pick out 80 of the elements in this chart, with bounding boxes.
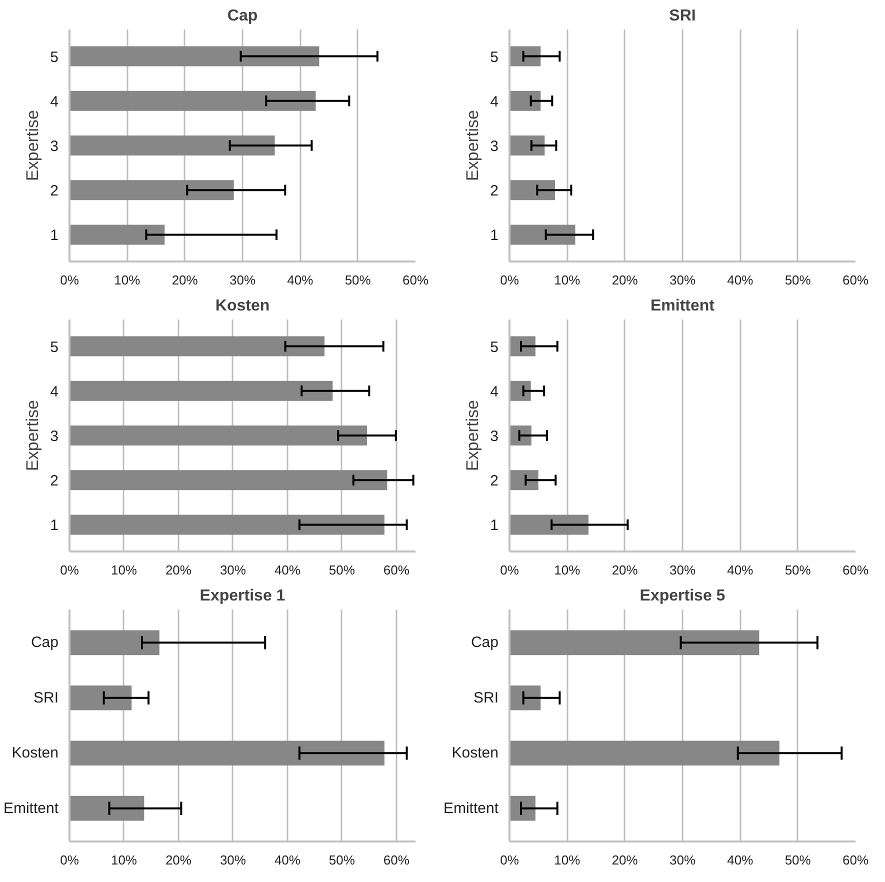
x-tick-label: 10% (110, 562, 138, 578)
y-tick-label: 3 (50, 428, 58, 445)
y-tick-label: Emittent (3, 800, 60, 817)
x-tick-label: 10% (110, 852, 138, 868)
x-tick-label: 60% (842, 272, 869, 288)
x-tick-label: 20% (612, 272, 638, 288)
x-tick-label: 30% (669, 272, 696, 288)
x-tick-label: 30% (669, 562, 696, 578)
y-tick-label: 4 (50, 93, 58, 110)
x-tick-label: 20% (165, 562, 192, 578)
x-tick-label: 40% (727, 852, 754, 868)
x-tick-label: 50% (784, 852, 812, 868)
x-tick-label: 60% (402, 272, 429, 288)
y-axis-title: Expertise (463, 110, 482, 181)
x-tick-label: 0% (500, 562, 520, 578)
x-tick-label: 30% (229, 272, 256, 288)
y-tick-label: 3 (50, 138, 58, 155)
y-tick-label: Kosten (452, 744, 499, 762)
x-tick-label: 20% (165, 852, 192, 868)
x-tick-label: 10% (554, 272, 581, 288)
y-tick-label: 5 (490, 338, 498, 356)
x-tick-label: 30% (220, 562, 246, 578)
x-tick-label: 10% (114, 272, 141, 288)
y-tick-label: 1 (490, 227, 498, 244)
x-tick-label: 60% (842, 852, 869, 868)
x-tick-label: 30% (220, 852, 246, 868)
y-tick-label: SRI (473, 689, 499, 706)
x-tick-label: 60% (383, 852, 410, 868)
chart-title: Expertise 1 (200, 588, 286, 604)
x-tick-label: 40% (274, 562, 301, 578)
y-axis-title: Expertise (463, 400, 482, 471)
y-tick-label: 3 (490, 428, 498, 445)
y-tick-label: 2 (50, 472, 58, 490)
x-tick-label: 60% (842, 562, 869, 578)
y-tick-label: 4 (490, 383, 498, 400)
x-tick-label: 60% (383, 562, 410, 578)
x-tick-label: 20% (172, 272, 198, 288)
y-tick-label: 2 (490, 472, 498, 490)
x-tick-label: 20% (612, 562, 638, 578)
chart-title: Cap (227, 8, 258, 24)
x-tick-label: 10% (554, 562, 581, 578)
y-tick-label: Cap (470, 634, 499, 652)
x-tick-label: 0% (500, 852, 520, 868)
y-tick-label: Emittent (443, 800, 500, 817)
x-tick-label: 50% (784, 562, 812, 578)
x-tick-label: 50% (784, 272, 812, 288)
y-tick-label: 1 (50, 517, 58, 534)
x-tick-label: 50% (328, 562, 356, 578)
x-tick-label: 40% (274, 852, 301, 868)
y-tick-label: 5 (490, 48, 498, 66)
x-tick-label: 40% (727, 562, 754, 578)
y-tick-label: 4 (50, 383, 58, 400)
y-tick-label: 2 (490, 182, 498, 200)
y-tick-label: Kosten (12, 744, 59, 762)
y-axis-title: Expertise (23, 400, 42, 471)
y-tick-label: SRI (33, 689, 59, 706)
x-tick-label: 0% (500, 272, 520, 288)
x-tick-label: 30% (669, 852, 696, 868)
y-tick-label: 4 (490, 93, 498, 110)
x-tick-label: 50% (328, 852, 356, 868)
x-tick-label: 0% (60, 562, 80, 578)
y-tick-label: 5 (50, 338, 58, 356)
y-tick-label: 3 (490, 138, 498, 155)
chart-title: SRI (669, 8, 696, 24)
x-tick-label: 50% (344, 272, 372, 288)
y-tick-label: 2 (50, 182, 58, 200)
y-tick-label: 1 (490, 517, 498, 534)
y-axis-title: Expertise (23, 110, 42, 181)
y-tick-label: 5 (50, 48, 58, 66)
x-tick-label: 0% (60, 272, 80, 288)
chart-title: Emittent (650, 298, 716, 314)
x-tick-label: 0% (60, 852, 80, 868)
chart-title: Kosten (215, 298, 270, 314)
x-tick-label: 10% (554, 852, 581, 868)
y-tick-label: Cap (30, 634, 59, 652)
y-tick-label: 1 (50, 227, 58, 244)
x-tick-label: 20% (612, 852, 638, 868)
x-tick-label: 40% (727, 272, 754, 288)
chart-title: Expertise 5 (640, 588, 726, 604)
x-tick-label: 40% (287, 272, 314, 288)
